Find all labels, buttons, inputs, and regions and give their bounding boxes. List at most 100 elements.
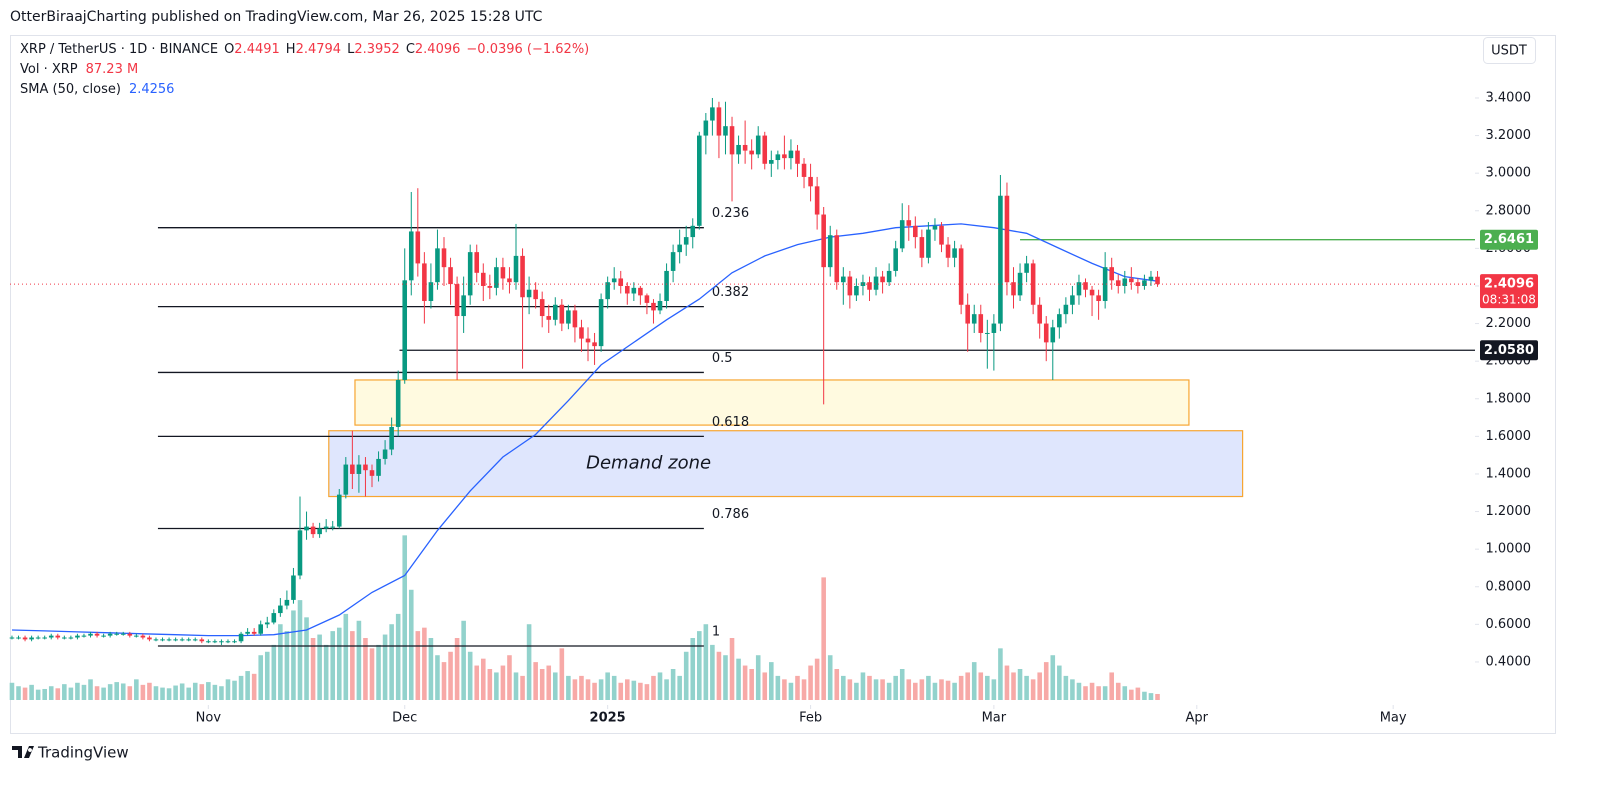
y-tick-label: 1.4000 xyxy=(1486,466,1532,481)
volume-bar xyxy=(847,679,853,700)
volume-bar xyxy=(827,655,833,700)
volume-bar xyxy=(919,679,925,700)
volume-bar xyxy=(886,682,892,700)
candle-body xyxy=(160,639,165,641)
legend-key: H xyxy=(286,42,296,57)
volume-bar xyxy=(880,679,885,700)
candle-body xyxy=(9,637,15,639)
candle-body xyxy=(278,605,283,614)
candle-body xyxy=(402,280,408,380)
candle-body xyxy=(533,289,538,300)
candle-body xyxy=(736,144,741,155)
x-tick-label: Feb xyxy=(799,711,822,726)
candle-body xyxy=(998,195,1003,324)
candle-body xyxy=(801,163,807,177)
candle-body xyxy=(232,641,237,643)
candle-body xyxy=(297,530,303,576)
volume-bar xyxy=(618,682,624,700)
legend-key: C xyxy=(406,42,415,57)
volume-bar xyxy=(343,613,349,700)
candle-body xyxy=(153,639,159,641)
volume-bar xyxy=(566,675,571,700)
candle-body xyxy=(965,304,970,324)
volume-bar xyxy=(755,655,761,700)
candle-body xyxy=(75,635,80,638)
candle-body xyxy=(624,285,630,294)
volume-bar xyxy=(107,684,113,700)
volume-bar xyxy=(467,651,473,700)
candle-body xyxy=(408,231,414,281)
candle-body xyxy=(461,295,466,317)
candle-body xyxy=(788,150,794,159)
volume-bar xyxy=(428,638,434,700)
volume-bar xyxy=(1050,655,1056,700)
volume-bar xyxy=(310,638,316,700)
volume-bar xyxy=(264,651,270,700)
volume-bar xyxy=(552,672,558,700)
volume-bar xyxy=(323,644,329,700)
volume-bar xyxy=(651,675,656,700)
volume-bar xyxy=(1142,691,1147,700)
brand-name: TradingView xyxy=(37,744,129,762)
volume-bar xyxy=(703,624,709,700)
volume-bar xyxy=(29,684,34,700)
y-tick-label: 3.2000 xyxy=(1486,128,1532,143)
candle-body xyxy=(284,599,290,606)
candle-body xyxy=(618,278,624,286)
volume-bar xyxy=(1011,672,1016,700)
y-tick-label: 0.4000 xyxy=(1486,654,1532,669)
volume-bar xyxy=(998,648,1003,700)
candle-body xyxy=(520,255,525,298)
volume-bar xyxy=(258,655,264,700)
zone-label: Demand zone xyxy=(586,453,711,474)
candle-body xyxy=(847,276,853,296)
volume-bar xyxy=(507,655,512,700)
volume-bar xyxy=(317,634,322,700)
volume-bar xyxy=(1089,682,1095,700)
candle-body xyxy=(107,633,113,636)
volume-bar xyxy=(225,679,231,700)
y-tick-label: 1.0000 xyxy=(1486,542,1532,557)
volume-bar xyxy=(278,624,283,700)
currency-button[interactable] xyxy=(1483,37,1536,64)
volume-bar xyxy=(1004,665,1010,700)
candle-body xyxy=(670,252,676,271)
candle-body xyxy=(219,641,224,643)
volume-bar xyxy=(965,672,970,700)
candle-body xyxy=(899,220,905,249)
volume-bar xyxy=(454,638,460,700)
candle-body xyxy=(1102,267,1108,302)
candle-body xyxy=(428,282,434,302)
candle-body xyxy=(683,237,689,245)
candle-body xyxy=(120,633,126,635)
volume-bar xyxy=(1017,669,1023,700)
volume-bar xyxy=(788,682,794,700)
volume-bar xyxy=(206,682,211,700)
candle-body xyxy=(435,248,440,283)
x-tick-label: Nov xyxy=(196,711,222,726)
volume-bar xyxy=(212,684,218,700)
candle-body xyxy=(140,635,146,638)
volume-bar xyxy=(814,658,820,700)
volume-bar xyxy=(402,535,408,700)
candle-body xyxy=(127,633,133,636)
volume-bar xyxy=(710,644,715,700)
candle-body xyxy=(179,639,185,641)
volume-bar xyxy=(114,682,119,700)
candle-body xyxy=(991,323,997,333)
volume-bar xyxy=(192,682,198,700)
candle-body xyxy=(94,633,100,636)
volume-bar xyxy=(251,673,257,700)
candle-body xyxy=(1050,327,1056,343)
volume-bar xyxy=(952,682,957,700)
candle-body xyxy=(1109,267,1114,281)
candle-body xyxy=(1115,280,1121,286)
legend-row: XRP / TetherUS · 1D · BINANCE O2.4491 H2.4… xyxy=(20,42,589,57)
candle-body xyxy=(1096,295,1101,302)
candle-body xyxy=(350,464,355,474)
volume-bar xyxy=(350,631,355,700)
volume-bar xyxy=(860,672,866,700)
currency[interactable]: USDT xyxy=(1491,44,1527,59)
candle-body xyxy=(55,635,61,638)
candle-body xyxy=(703,120,709,136)
